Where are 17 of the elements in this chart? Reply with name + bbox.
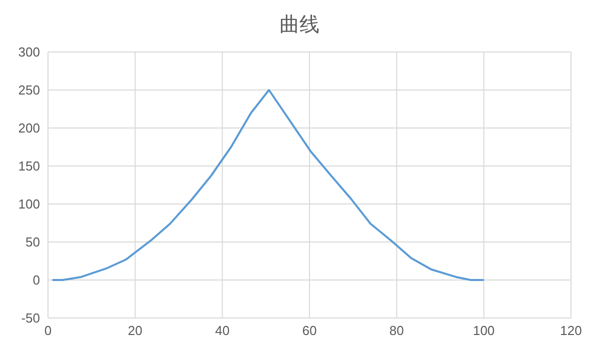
x-tick-label: 120 [560, 323, 582, 338]
x-tick-label: 40 [215, 323, 230, 338]
line-series [51, 89, 485, 281]
y-tick-label: 200 [18, 120, 40, 136]
x-tick-label: 80 [389, 323, 404, 338]
y-tick-label: 0 [32, 272, 40, 288]
y-tick-label: 150 [18, 158, 40, 174]
x-tick-label: 60 [302, 323, 317, 338]
y-tick-label: 50 [26, 234, 40, 250]
y-tick-label: 300 [18, 44, 40, 60]
x-tick-label: 0 [44, 323, 52, 338]
x-tick-label: 20 [128, 323, 142, 338]
y-tick-label: 250 [18, 82, 40, 98]
chart-title: 曲线 [278, 13, 320, 38]
x-tick-label: 100 [472, 323, 495, 338]
y-tick-label: 100 [18, 196, 40, 212]
y-tick-label: -50 [21, 310, 40, 326]
